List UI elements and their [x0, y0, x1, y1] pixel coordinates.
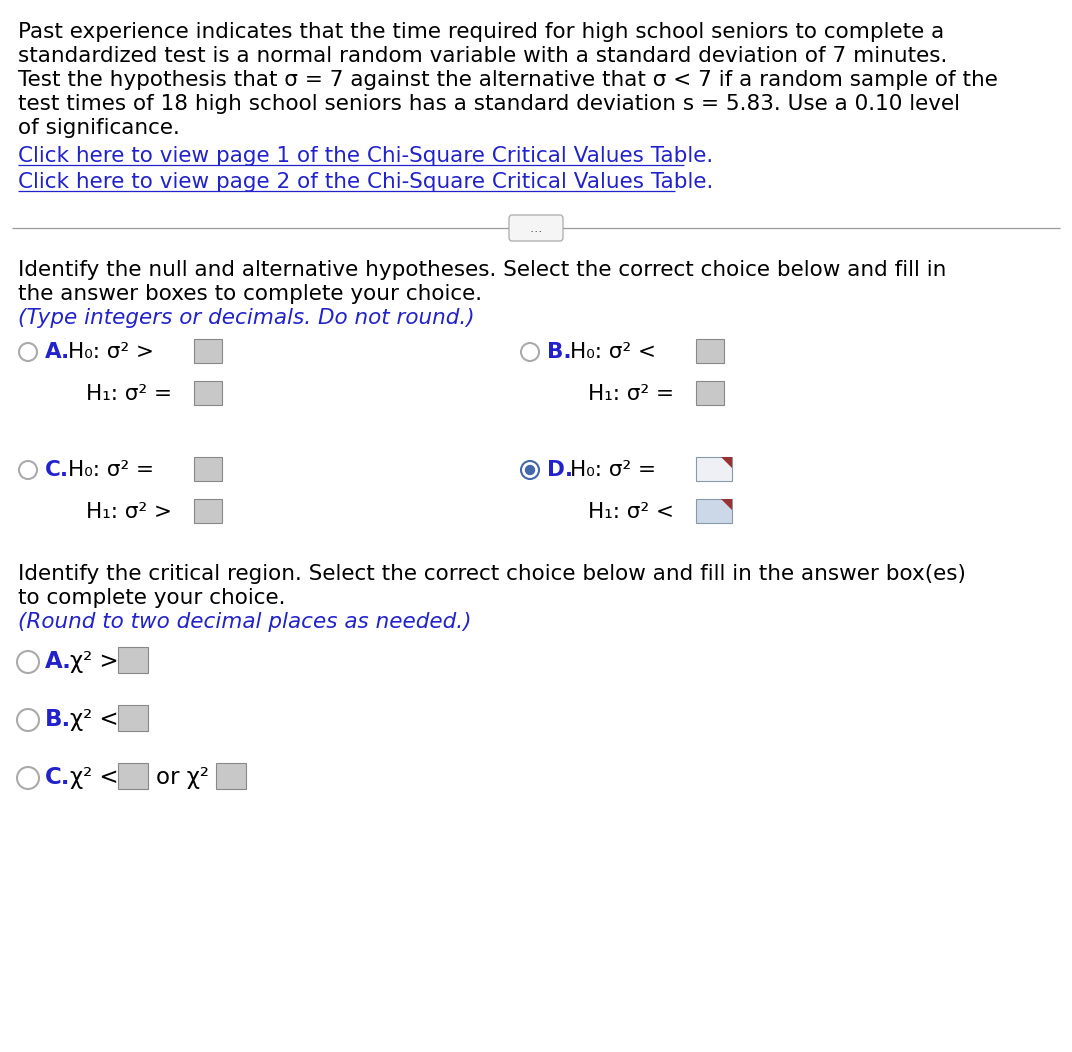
Text: the answer boxes to complete your choice.: the answer boxes to complete your choice…	[18, 284, 482, 304]
Text: B.: B.	[547, 342, 571, 362]
Text: B.: B.	[45, 708, 71, 731]
Text: test times of 18 high school seniors has a standard deviation s = 5.83. Use a 0.: test times of 18 high school seniors has…	[18, 94, 961, 114]
Text: (Type integers or decimals. Do not round.): (Type integers or decimals. Do not round…	[18, 308, 475, 328]
FancyBboxPatch shape	[696, 499, 732, 523]
Text: to complete your choice.: to complete your choice.	[18, 588, 285, 608]
Text: Click here to view page 2 of the Chi-Square Critical Values Table.: Click here to view page 2 of the Chi-Squ…	[18, 171, 713, 193]
FancyBboxPatch shape	[215, 763, 245, 789]
Text: H₀: σ² >: H₀: σ² >	[68, 342, 154, 362]
Text: A.: A.	[45, 342, 71, 362]
Text: H₁: σ² =: H₁: σ² =	[589, 384, 674, 404]
Text: 49: 49	[700, 461, 728, 481]
Text: C.: C.	[45, 460, 69, 480]
Text: χ² <: χ² <	[70, 708, 119, 731]
FancyBboxPatch shape	[194, 499, 222, 523]
FancyBboxPatch shape	[696, 381, 724, 405]
FancyBboxPatch shape	[696, 339, 724, 363]
Text: Click here to view page 1 of the Chi-Square Critical Values Table.: Click here to view page 1 of the Chi-Squ…	[18, 146, 713, 166]
Text: …: …	[530, 222, 542, 235]
FancyBboxPatch shape	[509, 215, 563, 241]
Text: of significance.: of significance.	[18, 118, 180, 138]
Text: Identify the null and alternative hypotheses. Select the correct choice below an: Identify the null and alternative hypoth…	[18, 260, 947, 280]
FancyBboxPatch shape	[118, 647, 148, 673]
Text: C.: C.	[45, 766, 71, 789]
Text: H₀: σ² <: H₀: σ² <	[570, 342, 656, 362]
Text: Identify the critical region. Select the correct choice below and fill in the an: Identify the critical region. Select the…	[18, 564, 966, 584]
Text: D.: D.	[547, 460, 574, 480]
Polygon shape	[721, 499, 732, 510]
Text: χ² >: χ² >	[70, 650, 119, 673]
Text: standardized test is a normal random variable with a standard deviation of 7 min: standardized test is a normal random var…	[18, 46, 948, 66]
Text: χ² <: χ² <	[70, 766, 119, 789]
FancyBboxPatch shape	[118, 705, 148, 731]
FancyBboxPatch shape	[194, 339, 222, 363]
Text: Past experience indicates that the time required for high school seniors to comp: Past experience indicates that the time …	[18, 22, 944, 42]
Text: or χ² >: or χ² >	[157, 766, 236, 789]
FancyBboxPatch shape	[118, 763, 148, 789]
FancyBboxPatch shape	[194, 381, 222, 405]
Circle shape	[525, 465, 535, 474]
Text: Test the hypothesis that σ = 7 against the alternative that σ < 7 if a random sa: Test the hypothesis that σ = 7 against t…	[18, 70, 998, 90]
FancyBboxPatch shape	[194, 457, 222, 481]
Text: H₁: σ² <: H₁: σ² <	[589, 502, 674, 522]
Text: H₁: σ² >: H₁: σ² >	[86, 502, 172, 522]
Polygon shape	[721, 457, 732, 468]
Text: 49: 49	[700, 503, 728, 523]
Text: H₁: σ² =: H₁: σ² =	[86, 384, 172, 404]
Text: H₀: σ² =: H₀: σ² =	[570, 460, 656, 480]
Text: H₀: σ² =: H₀: σ² =	[68, 460, 154, 480]
FancyBboxPatch shape	[696, 457, 732, 481]
Text: A.: A.	[45, 650, 72, 673]
Text: (Round to two decimal places as needed.): (Round to two decimal places as needed.)	[18, 612, 472, 632]
